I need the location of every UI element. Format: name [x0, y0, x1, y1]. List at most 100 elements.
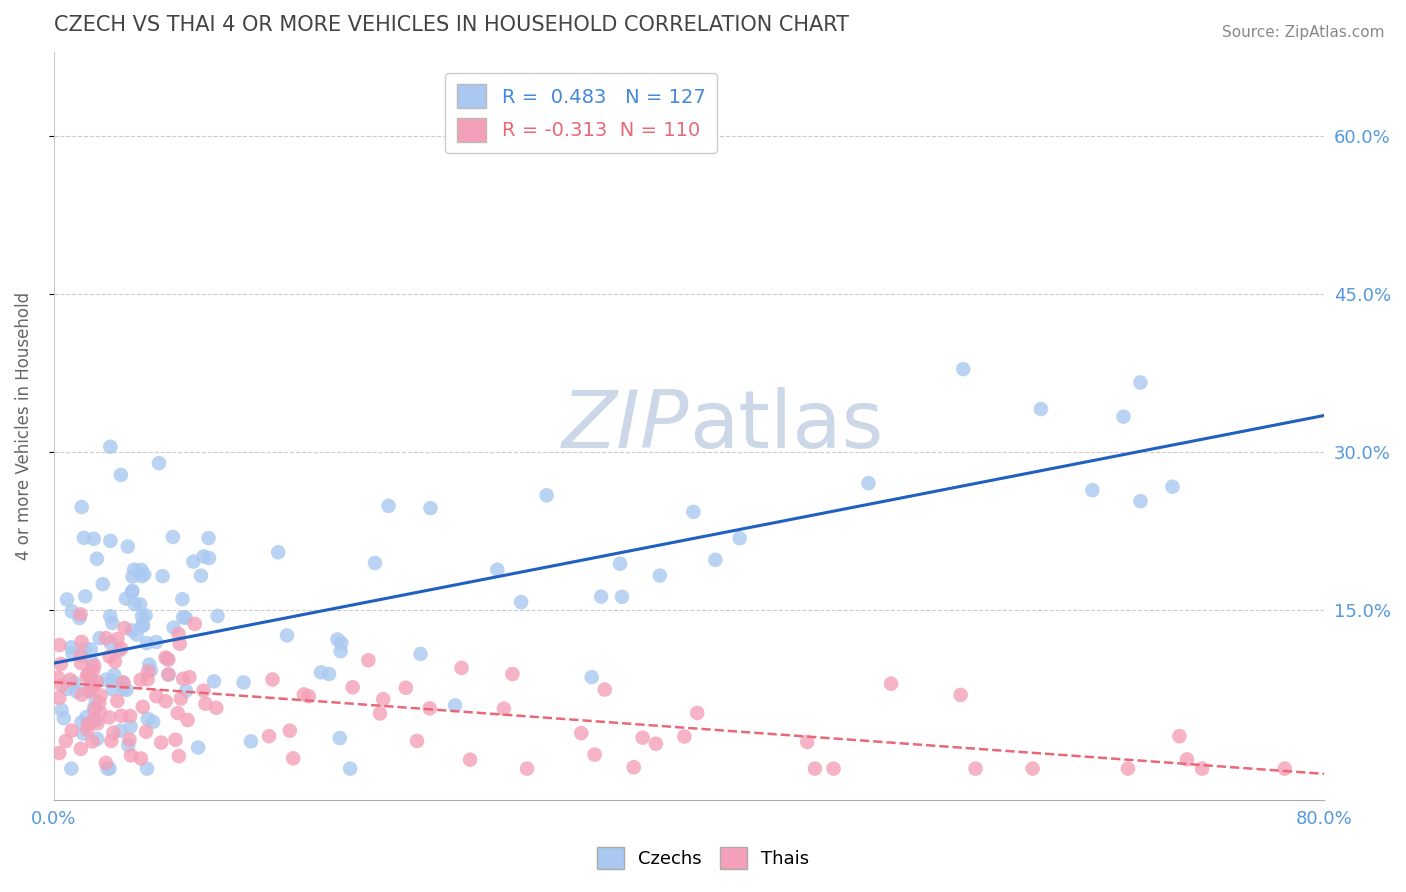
Point [76, 723, 98, 737]
Point [100, 734, 122, 748]
Point [155, 694, 177, 708]
Point [610, 590, 633, 604]
Point [69, 742, 91, 756]
Point [84, 714, 107, 728]
Point [94, 673, 117, 687]
Point [70, 656, 93, 670]
Point [157, 667, 180, 681]
Point [377, 499, 399, 513]
Point [103, 668, 125, 682]
Point [69, 648, 91, 663]
Point [134, 567, 156, 582]
Point [101, 682, 124, 697]
Point [80, 672, 103, 686]
Point [858, 476, 880, 491]
Point [100, 533, 122, 548]
Point [880, 676, 903, 690]
Point [156, 651, 179, 665]
Point [77, 717, 100, 731]
Point [197, 531, 219, 545]
Point [73, 641, 96, 656]
Point [162, 530, 184, 544]
Point [176, 713, 198, 727]
Point [103, 725, 125, 739]
Point [111, 675, 134, 690]
Point [198, 551, 221, 566]
Point [98, 609, 121, 624]
Point [1274, 762, 1296, 776]
Point [170, 691, 193, 706]
Point [118, 732, 141, 747]
Point [1129, 376, 1152, 390]
Point [115, 591, 138, 606]
Point [70, 635, 93, 649]
Point [1168, 729, 1191, 743]
Point [84, 694, 107, 708]
Text: atlas: atlas [689, 387, 883, 465]
Y-axis label: 4 or more Vehicles in Household: 4 or more Vehicles in Household [15, 292, 32, 560]
Point [569, 726, 592, 740]
Point [673, 730, 696, 744]
Point [292, 688, 315, 702]
Point [458, 753, 481, 767]
Point [100, 673, 122, 688]
Point [150, 735, 173, 749]
Point [60, 762, 83, 776]
Point [145, 689, 167, 703]
Point [682, 505, 704, 519]
Point [406, 734, 429, 748]
Point [86, 674, 108, 689]
Point [82, 713, 104, 727]
Point [136, 665, 159, 679]
Point [135, 636, 157, 650]
Point [120, 748, 142, 763]
Point [648, 568, 671, 582]
Point [86, 716, 108, 731]
Point [48, 638, 70, 652]
Point [1175, 752, 1198, 766]
Point [202, 674, 225, 689]
Point [486, 563, 509, 577]
Point [326, 632, 349, 647]
Point [804, 762, 827, 776]
Point [501, 667, 523, 681]
Point [110, 641, 132, 656]
Point [117, 540, 139, 554]
Point [309, 665, 332, 680]
Point [69, 611, 91, 625]
Point [169, 637, 191, 651]
Point [104, 655, 127, 669]
Point [91, 577, 114, 591]
Point [165, 732, 187, 747]
Point [409, 647, 432, 661]
Point [82, 678, 104, 692]
Point [444, 698, 467, 713]
Point [591, 590, 613, 604]
Point [121, 585, 143, 599]
Legend: R =  0.483   N = 127, R = -0.313  N = 110: R = 0.483 N = 127, R = -0.313 N = 110 [446, 73, 717, 153]
Point [1161, 480, 1184, 494]
Point [70, 715, 93, 730]
Point [267, 545, 290, 559]
Point [55, 734, 77, 748]
Point [89, 631, 111, 645]
Point [450, 661, 472, 675]
Point [73, 531, 96, 545]
Point [1191, 762, 1213, 776]
Point [136, 762, 159, 776]
Point [49, 657, 72, 671]
Point [329, 731, 352, 745]
Point [120, 709, 142, 723]
Point [240, 734, 263, 748]
Point [89, 696, 111, 710]
Point [76, 670, 98, 684]
Point [174, 611, 197, 625]
Point [207, 609, 229, 624]
Point [163, 621, 186, 635]
Point [56, 592, 79, 607]
Point [117, 739, 139, 753]
Point [63, 675, 86, 690]
Point [155, 650, 177, 665]
Point [82, 664, 104, 678]
Point [131, 609, 153, 624]
